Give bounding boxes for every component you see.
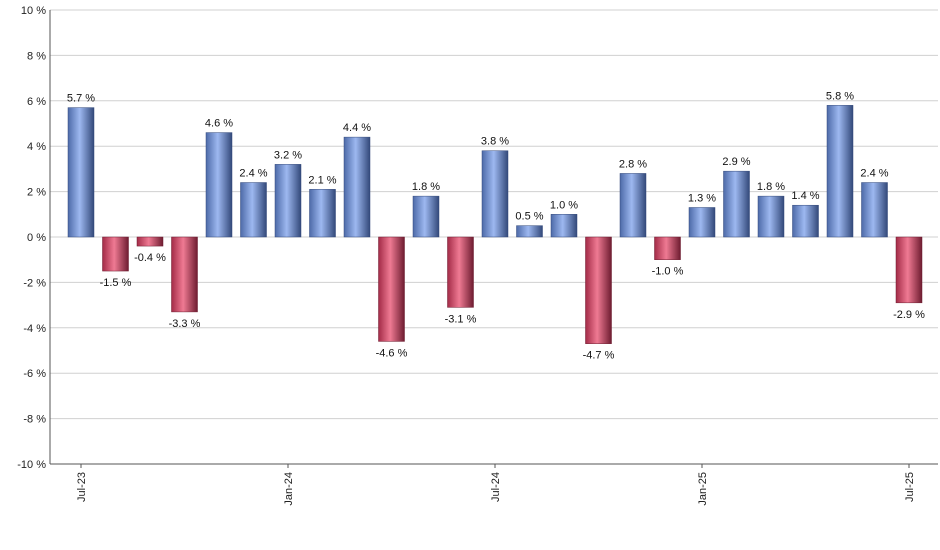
bar-jul-25	[895, 236, 923, 304]
bar-jun-24	[447, 236, 474, 308]
bar-jul-23	[67, 107, 95, 238]
bar-jun-25	[861, 182, 888, 238]
y-tick-label: 10 %	[21, 5, 46, 17]
data-label: 1.0 %	[550, 199, 578, 211]
bar-apr-24	[378, 236, 405, 342]
bar-mar-25	[757, 195, 785, 238]
bar-nov-24	[619, 173, 647, 238]
data-label: -1.0 %	[652, 266, 684, 278]
bar-mar-24	[343, 136, 371, 238]
data-label: -3.3 %	[169, 318, 201, 330]
bar-aug-23	[102, 236, 129, 272]
data-label: -2.9 %	[893, 309, 925, 321]
data-label: 2.1 %	[308, 174, 336, 186]
data-label: 1.8 %	[757, 181, 785, 193]
data-label: 4.6 %	[205, 118, 233, 130]
bars	[67, 105, 923, 344]
data-label: 2.4 %	[239, 168, 267, 180]
data-label: 2.4 %	[860, 168, 888, 180]
data-label: -4.7 %	[583, 350, 615, 362]
bar-dec-23	[240, 182, 267, 238]
data-label: 2.9 %	[722, 156, 750, 168]
data-label: 5.7 %	[67, 93, 95, 105]
y-tick-label: -10 %	[17, 459, 46, 471]
y-tick-label: 4 %	[27, 141, 46, 153]
data-label: 5.8 %	[826, 90, 854, 102]
data-label: 4.4 %	[343, 122, 371, 134]
y-tick-label: 8 %	[27, 50, 46, 62]
data-label: 2.8 %	[619, 158, 647, 170]
data-label: 1.3 %	[688, 192, 716, 204]
y-axis-tick-labels: 10 % 8 % 6 % 4 % 2 % 0 % -2 % -4 % -6 % -8 % -10 %	[17, 5, 46, 471]
y-tick-label: -8 %	[23, 414, 46, 426]
bar-feb-25	[723, 170, 750, 238]
data-label: 0.5 %	[515, 211, 543, 223]
x-axis-tick-labels: Jul-23 Jan-24 Jul-24 Jan-25 Jul-25	[76, 464, 916, 506]
y-tick-label: 0 %	[27, 232, 46, 244]
x-tick-label: Jul-23	[76, 472, 88, 502]
bar-nov-23	[205, 132, 233, 238]
y-tick-label: -4 %	[23, 323, 46, 335]
data-labels: 5.7 % -1.5 % -0.4 % -3.3 % 4.6 % 2.4 % 3.2 % 2.…	[67, 90, 925, 361]
bar-aug-24	[516, 225, 543, 238]
bar-jul-24	[481, 150, 509, 238]
data-label: -4.6 %	[376, 347, 408, 359]
data-label: 3.2 %	[274, 149, 302, 161]
bar-oct-23	[171, 236, 198, 313]
bar-oct-24	[585, 236, 612, 344]
bar-sep-24	[550, 214, 578, 238]
x-tick-label: Jul-25	[904, 472, 916, 502]
y-tick-label: -2 %	[23, 277, 46, 289]
y-tick-label: 2 %	[27, 187, 46, 199]
bar-jan-24	[274, 164, 302, 238]
data-label: -3.1 %	[445, 313, 477, 325]
y-tick-label: 6 %	[27, 96, 46, 108]
data-label: -1.5 %	[100, 277, 132, 289]
x-tick-label: Jan-24	[283, 472, 295, 506]
data-label: 1.8 %	[412, 181, 440, 193]
data-label: -0.4 %	[134, 252, 166, 264]
data-label: 1.4 %	[791, 190, 819, 202]
bar-jan-25	[688, 207, 716, 238]
bar-feb-24	[309, 189, 336, 238]
bar-may-25	[826, 105, 854, 238]
x-tick-label: Jan-25	[697, 472, 709, 506]
bar-dec-24	[654, 236, 681, 260]
bar-apr-25	[792, 204, 819, 238]
x-tick-label: Jul-24	[490, 472, 502, 502]
y-tick-label: -6 %	[23, 368, 46, 380]
data-label: 3.8 %	[481, 136, 509, 148]
axes	[49, 10, 938, 465]
bar-sep-23	[136, 236, 164, 247]
bar-may-24	[412, 195, 440, 238]
